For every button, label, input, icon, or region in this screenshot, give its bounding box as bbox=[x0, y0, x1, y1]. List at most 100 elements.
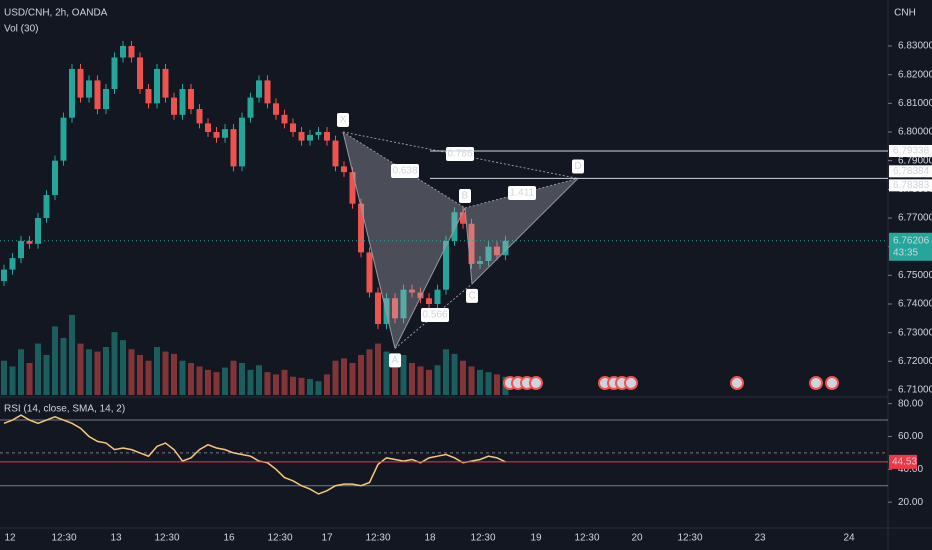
volume-bar bbox=[307, 379, 313, 395]
candle-body bbox=[154, 68, 160, 104]
volume-bar bbox=[205, 369, 211, 395]
candle-body bbox=[111, 57, 118, 89]
volume-bar bbox=[35, 343, 41, 395]
volume-bar bbox=[111, 332, 118, 395]
ratio-box bbox=[421, 308, 449, 322]
volume-bar bbox=[94, 351, 101, 395]
event-icon bbox=[809, 376, 823, 390]
price-label-box bbox=[889, 165, 932, 178]
volume-bar bbox=[128, 349, 135, 395]
y-tick-label: 6.80000 bbox=[898, 127, 932, 138]
volume-bar bbox=[154, 347, 160, 395]
y-tick-label: 6.82000 bbox=[898, 69, 932, 80]
candle-body bbox=[502, 240, 509, 256]
x-tick-label: 13 bbox=[110, 533, 122, 544]
volume-bar bbox=[171, 353, 177, 395]
candle-body bbox=[230, 129, 237, 167]
y-tick-label: 6.83000 bbox=[898, 41, 932, 52]
candle-body bbox=[43, 195, 50, 218]
ratio-box bbox=[508, 186, 536, 200]
volume-bar bbox=[332, 360, 339, 395]
x-tick-label: 20 bbox=[631, 533, 643, 544]
candle-body bbox=[9, 258, 16, 270]
volume-bar bbox=[26, 363, 33, 395]
ratio-label: 0.786 bbox=[447, 149, 472, 160]
volume-bar bbox=[383, 351, 390, 395]
candle-body bbox=[477, 261, 483, 264]
volume-bar bbox=[52, 326, 58, 395]
pattern-leg bbox=[342, 131, 396, 349]
candle-body bbox=[264, 80, 271, 104]
volume-bar bbox=[179, 360, 186, 395]
candle-body bbox=[468, 223, 475, 264]
volume-bar bbox=[43, 355, 50, 395]
y-tick-label: 6.72000 bbox=[898, 356, 932, 367]
candle-body bbox=[86, 80, 92, 98]
pattern-point-box bbox=[459, 188, 471, 203]
pattern-point-box bbox=[389, 353, 401, 368]
candle-body bbox=[60, 117, 67, 161]
volume-bar bbox=[349, 363, 356, 395]
volume-bar bbox=[247, 369, 254, 395]
current-price-label: 6.76206 bbox=[893, 235, 930, 246]
volume-bar bbox=[375, 343, 381, 395]
ratio-line bbox=[394, 283, 473, 349]
candle-body bbox=[417, 292, 424, 299]
chart-title: USD/CNH, 2h, OANDA bbox=[4, 8, 108, 19]
x-tick-label: 12:30 bbox=[677, 533, 702, 544]
candle-body bbox=[171, 97, 177, 115]
pattern-point-label: X bbox=[340, 115, 347, 126]
rsi-tick-label: 60.00 bbox=[898, 431, 923, 442]
ratio-line bbox=[464, 177, 579, 209]
volume-bar bbox=[434, 365, 441, 395]
x-tick-label: 23 bbox=[754, 533, 766, 544]
candle-body bbox=[443, 240, 449, 290]
rsi-tick-label: 80.00 bbox=[898, 398, 923, 409]
x-tick-label: 12:30 bbox=[51, 533, 76, 544]
candle-body bbox=[409, 289, 415, 293]
candle-body bbox=[332, 140, 339, 167]
candle-body bbox=[256, 80, 262, 98]
price-label: 6.78384 bbox=[893, 166, 930, 177]
y-tick-label: 6.77000 bbox=[898, 213, 932, 224]
volume-bar bbox=[69, 315, 75, 395]
candle-body bbox=[1, 269, 7, 282]
volume-bar bbox=[256, 365, 262, 395]
pattern-leg bbox=[394, 207, 466, 349]
candle-body bbox=[426, 298, 432, 304]
candle-body bbox=[196, 109, 203, 124]
candle-body bbox=[145, 89, 152, 104]
candle-body bbox=[290, 123, 296, 132]
candle-body bbox=[349, 172, 356, 204]
candle-body bbox=[460, 212, 466, 224]
event-icon bbox=[825, 376, 839, 390]
y-tick-label: 6.79000 bbox=[898, 155, 932, 166]
volume-bar bbox=[120, 340, 126, 395]
volume-bar bbox=[494, 374, 500, 395]
x-tick-label: 19 bbox=[530, 533, 542, 544]
candle-body bbox=[128, 46, 135, 58]
volume-bar bbox=[222, 367, 228, 395]
candle-body bbox=[188, 89, 194, 110]
candle-body bbox=[451, 212, 458, 241]
volume-bar bbox=[145, 360, 152, 395]
y-tick-label: 6.74000 bbox=[898, 299, 932, 310]
y-tick-label: 6.75000 bbox=[898, 270, 932, 281]
volume-bar bbox=[9, 366, 16, 395]
pattern-point-label: A bbox=[392, 355, 399, 366]
y-tick-label: 6.71000 bbox=[898, 385, 932, 396]
volume-bar bbox=[213, 372, 220, 395]
candle-body bbox=[315, 132, 322, 135]
volume-bar bbox=[77, 343, 84, 395]
x-tick-label: 24 bbox=[843, 533, 855, 544]
candle-body bbox=[213, 132, 220, 138]
x-tick-label: 12:30 bbox=[267, 533, 292, 544]
price-label-box bbox=[889, 144, 932, 157]
candle-body bbox=[103, 89, 109, 110]
rsi-title: RSI (14, close, SMA, 14, 2) bbox=[4, 404, 125, 415]
ratio-label: 0.566 bbox=[422, 310, 447, 321]
pattern-point-box bbox=[337, 113, 349, 127]
volume-bar bbox=[188, 363, 194, 395]
ratio-label: 1.411 bbox=[510, 188, 535, 199]
